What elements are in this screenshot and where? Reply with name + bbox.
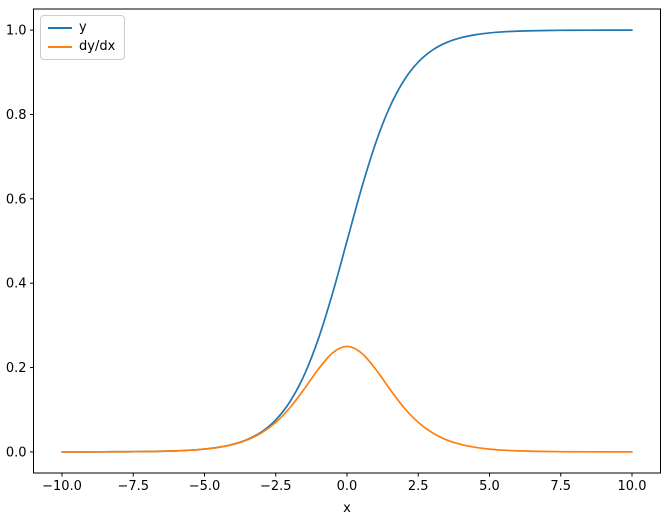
legend: y dy/dx bbox=[40, 15, 126, 60]
x-tick-label: −7.5 bbox=[117, 479, 149, 494]
legend-label-dy-dx: dy/dx bbox=[79, 39, 116, 54]
y-tick-label: 0.2 bbox=[6, 361, 27, 376]
x-tick-label: 5.0 bbox=[479, 479, 500, 494]
y-tick-label: 0.8 bbox=[6, 108, 27, 123]
series-line-y bbox=[61, 29, 633, 453]
x-tick-label: 0.0 bbox=[337, 479, 358, 494]
x-tick-label: −2.5 bbox=[260, 479, 292, 494]
legend-line-sample-dy-dx bbox=[48, 46, 72, 48]
legend-line-sample-y bbox=[48, 27, 72, 29]
x-tick-label: 2.5 bbox=[408, 479, 429, 494]
y-tick-label: 1.0 bbox=[6, 24, 27, 39]
x-tick-label: −10.0 bbox=[42, 479, 82, 494]
y-tick-label: 0.6 bbox=[6, 192, 27, 207]
x-tick-label: −5.0 bbox=[189, 479, 221, 494]
x-axis-label: x bbox=[343, 501, 351, 516]
x-tick-label: 7.5 bbox=[550, 479, 571, 494]
legend-label-y: y bbox=[79, 20, 87, 35]
legend-entry-dy-dx: dy/dx bbox=[48, 40, 115, 54]
y-tick-label: 0.4 bbox=[6, 277, 27, 292]
legend-entry-y: y bbox=[48, 21, 115, 35]
x-tick-label: 10.0 bbox=[618, 479, 647, 494]
series-line-dy-dx bbox=[61, 345, 633, 453]
y-tick-label: 0.0 bbox=[6, 445, 27, 460]
